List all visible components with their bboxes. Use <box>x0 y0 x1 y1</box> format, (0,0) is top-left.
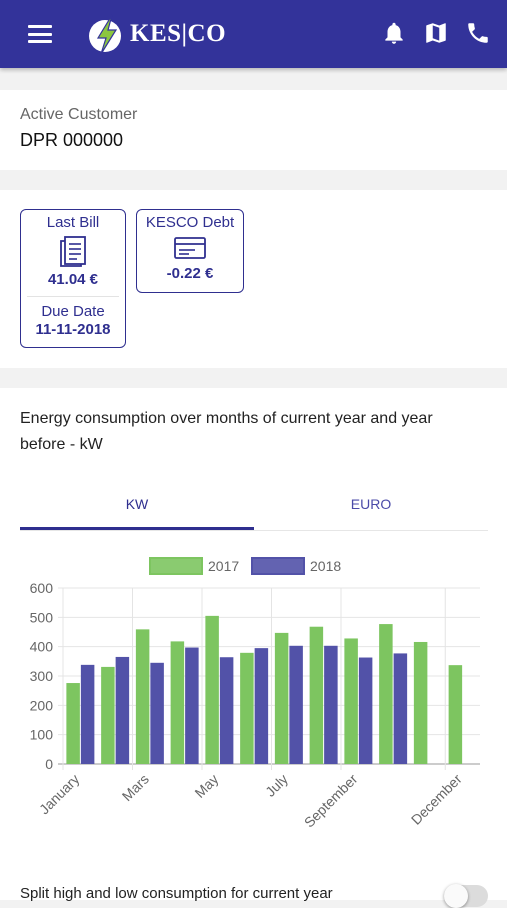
bar-2017-november <box>413 641 428 764</box>
bar-2017-january <box>66 683 80 764</box>
y-tick-label: 0 <box>45 756 53 772</box>
x-tick-label: May <box>191 771 221 801</box>
map-icon[interactable] <box>423 20 449 46</box>
y-tick-label: 600 <box>30 580 54 596</box>
due-date-label: Due Date <box>41 303 105 320</box>
bar-2018-september <box>358 657 373 764</box>
tab-kw[interactable]: KW <box>20 484 254 530</box>
bar-2018-october <box>393 653 408 764</box>
credit-card-icon <box>174 237 206 259</box>
energy-bar-chart: 0 100 200 300 400 500 600 January Mars May July Sep… <box>30 557 480 831</box>
x-tick-label: July <box>262 771 291 800</box>
bar-2017-february <box>101 666 115 764</box>
x-tick-label: Mars <box>119 771 152 804</box>
bar-2017-mars <box>135 629 150 764</box>
logo-lightning-icon <box>89 14 121 55</box>
energy-card: Energy consumption over months of curren… <box>0 388 507 908</box>
last-bill-label: Last Bill <box>46 214 100 231</box>
customer-card[interactable]: Active Customer DPR 000000 <box>0 90 507 170</box>
customer-status-label: Active Customer <box>20 106 138 123</box>
bar-2018-july <box>289 645 303 764</box>
kesco-debt-tile[interactable]: KESCO Debt -0.22 € <box>136 209 244 293</box>
bar-2018-january <box>80 664 95 764</box>
split-consumption-toggle[interactable] <box>444 884 488 908</box>
x-tick-label: December <box>408 771 465 828</box>
legend-swatch-2018 <box>251 557 305 575</box>
y-tick-label: 100 <box>30 727 54 743</box>
bar-2017-april <box>170 641 185 764</box>
last-bill-tile[interactable]: Last Bill 41.04 € Due Date 11-11-2018 <box>20 209 126 348</box>
bar-2017-september <box>344 638 358 764</box>
bar-2017-december <box>448 665 463 764</box>
bills-card: Last Bill 41.04 € Due Date 11-11-2018 KE… <box>0 190 507 368</box>
last-bill-amount: 41.04 € <box>47 271 99 288</box>
bar-2018-mars <box>150 662 164 764</box>
chart-tabs: KW EURO <box>20 484 488 531</box>
tile-divider <box>27 296 119 297</box>
y-tick-label: 300 <box>30 668 54 684</box>
legend-swatch-2017 <box>149 557 203 575</box>
phone-icon[interactable] <box>465 20 491 46</box>
bar-2017-october <box>379 624 393 764</box>
bar-2017-may <box>205 615 219 764</box>
menu-icon[interactable] <box>28 25 52 43</box>
y-tick-label: 200 <box>30 697 54 713</box>
logo-text: KES|CO <box>130 20 227 47</box>
legend-label-2018: 2018 <box>310 558 341 574</box>
y-tick-label: 400 <box>30 639 54 655</box>
customer-id: DPR 000000 <box>20 130 124 150</box>
tab-euro[interactable]: EURO <box>350 496 392 512</box>
x-tick-label: September <box>301 771 361 831</box>
bar-2018-april <box>185 647 199 764</box>
bar-2017-august <box>309 626 324 764</box>
due-date-value: 11-11-2018 <box>35 321 111 338</box>
legend-label-2017: 2017 <box>208 558 239 574</box>
x-tick-label: January <box>36 771 83 818</box>
bell-icon[interactable] <box>381 20 407 46</box>
app-header: KES|CO <box>0 0 507 68</box>
bar-2017-june <box>240 652 254 764</box>
energy-section-title: Energy consumption over months of curren… <box>20 410 433 453</box>
bar-2018-february <box>115 656 130 764</box>
bar-2017-july <box>274 632 289 764</box>
debt-label: KESCO Debt <box>145 214 235 231</box>
bar-2018-august <box>324 645 338 764</box>
debt-amount: -0.22 € <box>166 265 214 282</box>
bar-2018-june <box>254 648 269 764</box>
y-tick-label: 500 <box>30 609 54 625</box>
bar-2018-may <box>219 657 234 764</box>
document-icon <box>60 236 86 267</box>
kesco-logo: KES|CO <box>88 12 226 56</box>
split-consumption-label: Split high and low consumption for curre… <box>20 885 333 902</box>
toggle-knob <box>444 884 468 908</box>
